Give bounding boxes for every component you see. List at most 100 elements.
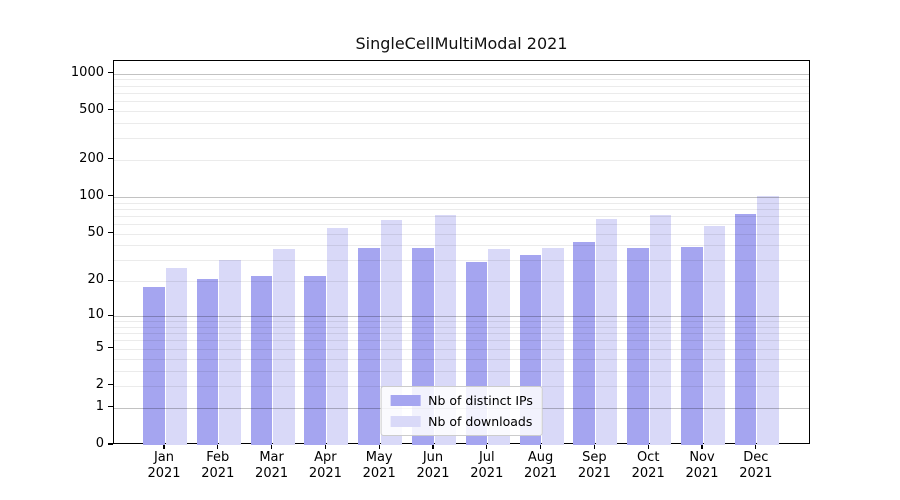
- y-tickmark: [108, 384, 113, 386]
- gridline-minor: [114, 85, 809, 87]
- x-tick-label: Jun 2021: [416, 450, 450, 481]
- legend-row-distinct-ips: Nb of distinct IPs: [390, 392, 533, 409]
- legend-swatch-downloads: [390, 416, 421, 427]
- bar-downloads-oct: [649, 215, 672, 445]
- y-tick-label: 0: [95, 436, 104, 451]
- x-tick-label: Sep 2021: [577, 450, 611, 481]
- gridline-minor: [114, 215, 809, 217]
- bar-distinct-ips-oct: [627, 248, 649, 445]
- gridline-minor: [114, 348, 809, 350]
- gridline-minor: [114, 245, 809, 247]
- bar-downloads-nov: [703, 225, 725, 445]
- x-tickmark: [217, 444, 219, 449]
- grid-layer: [114, 61, 809, 443]
- x-tick-label: Mar 2021: [255, 450, 289, 481]
- y-tick-label: 5: [95, 339, 104, 355]
- y-tick-label: 100: [79, 187, 104, 203]
- x-tickmark: [647, 444, 649, 449]
- plot-area: Nb of distinct IPs Nb of downloads: [113, 60, 810, 445]
- bar-downloads-feb: [219, 260, 241, 445]
- bar-downloads-aug: [542, 248, 564, 445]
- gridline-minor: [114, 208, 809, 210]
- x-tick-label: May 2021: [362, 450, 396, 481]
- x-tickmark: [432, 444, 434, 449]
- y-tick-label: 1: [95, 398, 104, 414]
- gridline-minor: [114, 260, 809, 262]
- gridline-minor: [114, 79, 809, 81]
- gridline-major: [114, 196, 809, 198]
- x-tickmark: [324, 444, 326, 449]
- x-tickmark: [540, 444, 542, 449]
- legend: Nb of distinct IPs Nb of downloads: [380, 386, 543, 436]
- x-tickmark: [593, 444, 595, 449]
- x-tick-label: Jul 2021: [470, 450, 504, 481]
- y-tickmark: [108, 279, 113, 281]
- x-tickmark: [701, 444, 703, 449]
- y-tick-label: 2: [95, 376, 104, 392]
- chart-title: SingleCellMultiModal 2021: [355, 34, 568, 53]
- y-tickmark: [108, 109, 113, 111]
- gridline-major: [114, 73, 809, 75]
- x-tick-label: Dec 2021: [739, 450, 773, 481]
- legend-swatch-distinct-ips: [390, 395, 421, 406]
- bar-distinct-ips-dec: [734, 214, 757, 445]
- bar-downloads-dec: [757, 195, 779, 445]
- gridline-minor: [114, 233, 809, 235]
- x-tickmark: [378, 444, 380, 449]
- bar-downloads-mar: [273, 249, 295, 445]
- x-tick-label: Apr 2021: [308, 450, 342, 481]
- gridline-minor: [114, 202, 809, 204]
- bar-downloads-jan: [165, 267, 187, 445]
- y-tickmark: [108, 232, 113, 234]
- legend-label-distinct-ips: Nb of distinct IPs: [428, 393, 533, 408]
- x-tickmark: [486, 444, 488, 449]
- bar-downloads-sep: [595, 219, 618, 445]
- y-tickmark: [108, 72, 113, 74]
- gridline-minor: [114, 281, 809, 283]
- bar-distinct-ips-feb: [196, 278, 219, 445]
- y-tickmark: [108, 406, 113, 408]
- bar-distinct-ips-mar: [250, 276, 273, 445]
- x-tick-label: Jan 2021: [147, 450, 181, 481]
- y-tickmark: [108, 195, 113, 197]
- gridline-minor: [114, 110, 809, 112]
- gridline-minor: [114, 321, 809, 323]
- y-tickmark: [108, 158, 113, 160]
- x-tick-label: Nov 2021: [685, 450, 719, 481]
- x-tick-label: Aug 2021: [524, 450, 558, 481]
- bar-distinct-ips-sep: [573, 241, 595, 445]
- gridline-minor: [114, 340, 809, 342]
- x-tick-label: Oct 2021: [631, 450, 665, 481]
- bar-distinct-ips-jan: [143, 286, 165, 445]
- gridline-minor: [114, 370, 809, 372]
- y-tick-label: 50: [87, 224, 104, 240]
- gridline-minor: [114, 224, 809, 225]
- gridline-minor: [114, 138, 809, 140]
- x-tickmark: [163, 444, 165, 449]
- gridline-minor: [114, 101, 809, 102]
- gridline-minor: [114, 122, 809, 124]
- x-tick-label: Feb 2021: [201, 450, 235, 481]
- bar-distinct-ips-apr: [304, 276, 326, 445]
- gridline-minor: [114, 92, 809, 94]
- y-tick-label: 1000: [70, 64, 104, 80]
- y-tick-label: 10: [87, 307, 104, 323]
- y-tickmark: [108, 314, 113, 316]
- bar-distinct-ips-may: [358, 248, 380, 445]
- x-tickmark: [755, 444, 757, 449]
- bar-downloads-apr: [326, 227, 349, 445]
- y-tickmark: [108, 347, 113, 349]
- y-tick-label: 20: [87, 272, 104, 288]
- gridline-major: [114, 316, 809, 318]
- y-tick-label: 200: [79, 150, 104, 166]
- y-tickmark: [108, 443, 113, 445]
- gridline-minor: [114, 159, 809, 161]
- y-tick-label: 500: [79, 101, 104, 117]
- x-tickmark: [271, 444, 273, 449]
- gridline-minor: [114, 326, 809, 328]
- legend-row-downloads: Nb of downloads: [390, 413, 533, 430]
- bar-distinct-ips-nov: [681, 246, 703, 445]
- gridline-minor: [114, 333, 809, 335]
- gridline-minor: [114, 358, 809, 360]
